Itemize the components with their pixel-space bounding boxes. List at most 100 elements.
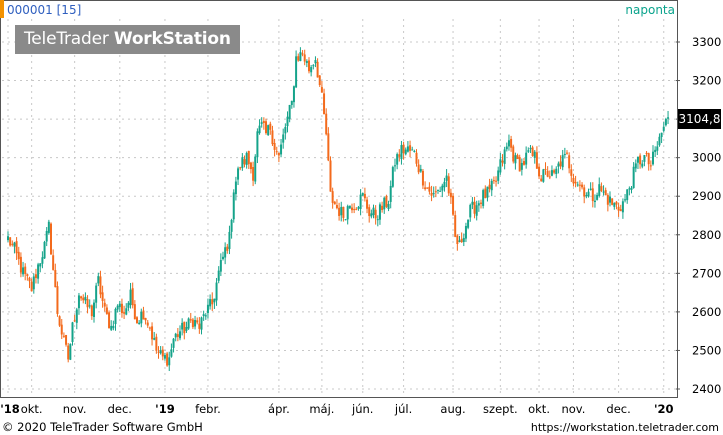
x-tick-label: '19 bbox=[155, 402, 175, 416]
candle-body bbox=[546, 170, 549, 177]
candle-body bbox=[492, 180, 495, 182]
candle-body bbox=[486, 186, 489, 198]
candle-body bbox=[499, 159, 502, 173]
candle-body bbox=[127, 302, 130, 308]
candle-body bbox=[563, 153, 566, 155]
candle-body bbox=[213, 298, 216, 303]
x-axis: '18 okt. nov. dec. '19 febr. ápr. máj. jún. júl. a… bbox=[0, 402, 673, 416]
candle-body bbox=[357, 207, 360, 209]
candle-body bbox=[488, 184, 491, 190]
candle-body bbox=[449, 192, 452, 198]
y-tick-label: 2900 bbox=[692, 189, 721, 203]
candle-body bbox=[495, 180, 498, 182]
candle-body bbox=[512, 146, 515, 162]
candle-body bbox=[464, 225, 467, 239]
candle-body bbox=[280, 144, 283, 155]
candle-body bbox=[88, 305, 91, 307]
website-url[interactable]: https://workstation.teletrader.com bbox=[530, 421, 719, 434]
candle-body bbox=[652, 151, 654, 165]
candle-body bbox=[428, 186, 431, 192]
candle-body bbox=[473, 201, 476, 214]
candle-body bbox=[591, 188, 594, 202]
candle-body bbox=[340, 206, 343, 216]
candle-body bbox=[596, 194, 599, 200]
y-tick-label: 2800 bbox=[692, 228, 721, 242]
candle-body bbox=[17, 251, 20, 260]
candle-body bbox=[503, 149, 506, 164]
candle-body bbox=[99, 276, 102, 295]
candle-body bbox=[198, 323, 201, 329]
candle-body bbox=[211, 299, 214, 305]
candle-body bbox=[335, 205, 338, 209]
candle-body bbox=[658, 136, 661, 146]
candle-body bbox=[434, 191, 437, 193]
candle-body bbox=[28, 277, 31, 282]
candle-body bbox=[353, 209, 356, 211]
candle-body bbox=[527, 150, 530, 152]
candle-body bbox=[77, 295, 80, 309]
candle-body bbox=[660, 132, 663, 138]
x-tick-label: febr. bbox=[195, 402, 221, 416]
candle-body bbox=[95, 285, 98, 303]
candle-body bbox=[7, 236, 9, 241]
x-tick-label: dec. bbox=[108, 402, 132, 416]
y-tick-label: 3000 bbox=[692, 151, 721, 165]
x-tick-label: jún. bbox=[351, 402, 373, 416]
candle-body bbox=[13, 242, 16, 247]
candle-body bbox=[305, 60, 308, 63]
candle-body bbox=[424, 187, 427, 190]
candle-body bbox=[654, 149, 657, 153]
candle-body bbox=[383, 197, 386, 210]
candle-body bbox=[329, 160, 332, 192]
candle-body bbox=[222, 256, 224, 260]
candle-body bbox=[297, 56, 300, 61]
candle-body bbox=[632, 166, 635, 188]
candle-body bbox=[514, 155, 517, 164]
candle-body bbox=[209, 299, 212, 307]
candle-body bbox=[452, 195, 455, 215]
candle-body bbox=[176, 334, 179, 337]
candle-body bbox=[86, 299, 89, 308]
candle-body bbox=[531, 147, 534, 156]
candle-body bbox=[267, 125, 270, 136]
candle-body bbox=[467, 219, 470, 228]
candle-body bbox=[50, 223, 52, 255]
y-axis: 2400250026002700280029003000310032003300 bbox=[676, 35, 721, 396]
candle-body bbox=[60, 324, 63, 335]
candle-body bbox=[404, 149, 407, 155]
candle-body bbox=[39, 263, 42, 267]
candle-body bbox=[15, 241, 18, 254]
candle-body bbox=[568, 155, 571, 169]
candle-body bbox=[497, 170, 500, 181]
x-tick-label: okt. bbox=[21, 402, 43, 416]
candle-body bbox=[234, 181, 237, 195]
y-tick-label: 2600 bbox=[692, 305, 721, 319]
candle-body bbox=[624, 199, 627, 201]
candle-body bbox=[254, 156, 257, 182]
x-tick-label: dec. bbox=[606, 402, 630, 416]
candle-body bbox=[84, 296, 87, 301]
candle-body bbox=[327, 133, 330, 161]
candle-body bbox=[458, 240, 461, 242]
candle-body bbox=[619, 209, 622, 212]
candle-body bbox=[516, 155, 519, 160]
candle-body bbox=[62, 335, 65, 337]
candle-body bbox=[578, 184, 581, 186]
candle-body bbox=[217, 270, 220, 281]
x-tick-label: szept. bbox=[483, 402, 518, 416]
candle-body bbox=[196, 320, 199, 323]
candle-body bbox=[32, 276, 35, 290]
candle-body bbox=[118, 303, 121, 308]
candles bbox=[7, 47, 670, 372]
candle-body bbox=[351, 207, 353, 211]
candle-body bbox=[69, 343, 72, 360]
candle-body bbox=[299, 52, 302, 62]
candle-body bbox=[441, 185, 444, 191]
candle-body bbox=[647, 153, 650, 165]
candle-body bbox=[643, 155, 646, 162]
candle-body bbox=[219, 260, 222, 272]
candle-body bbox=[241, 157, 244, 168]
candle-body bbox=[303, 54, 306, 62]
candle-body bbox=[333, 201, 336, 205]
candle-body bbox=[232, 192, 235, 220]
